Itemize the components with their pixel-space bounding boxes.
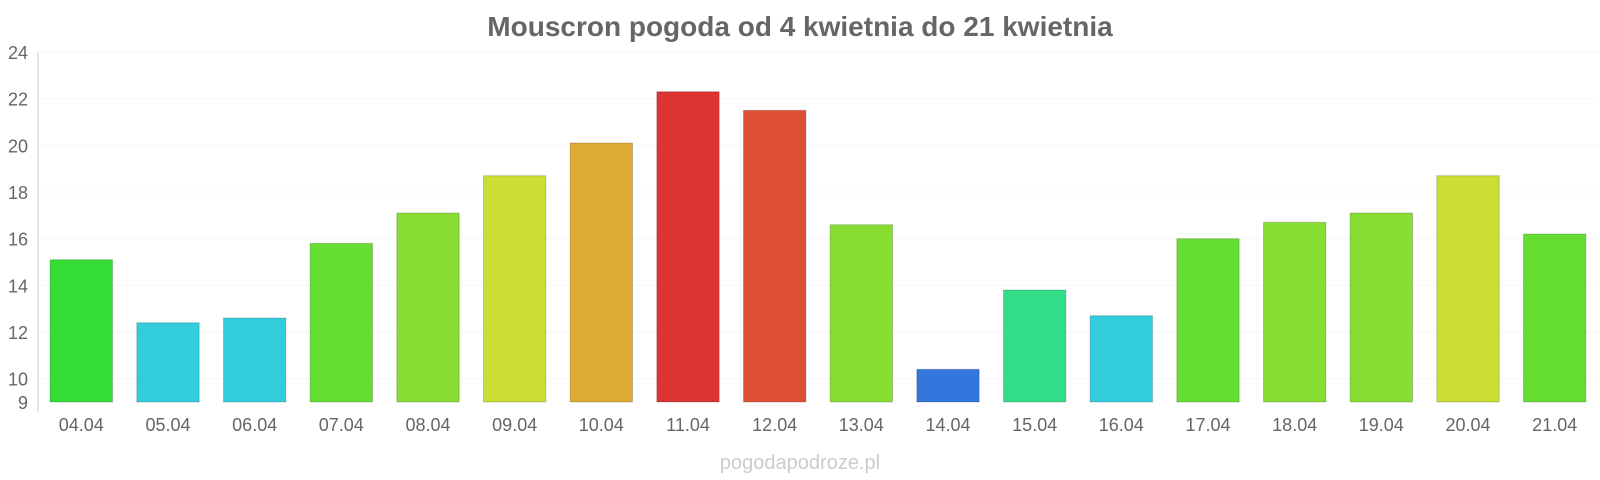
x-tick-label: 21.04: [1532, 415, 1577, 435]
chart-title: Mouscron pogoda od 4 kwietnia do 21 kwie…: [487, 11, 1113, 42]
y-tick-label: 10: [8, 370, 28, 390]
x-axis-tick-labels: 04.04 05.04 06.04 07.04 08.04 09.04 10.04 11.04…: [59, 415, 1577, 435]
x-tick-label: 08.04: [405, 415, 450, 435]
bar-08.04: [396, 212, 460, 403]
x-tick-label: 14.04: [925, 415, 970, 435]
y-tick-label: 16: [8, 230, 28, 250]
y-tick-label: 22: [8, 90, 28, 110]
grid-lines: [38, 51, 1598, 380]
x-tick-label: 19.04: [1359, 415, 1404, 435]
bar-13.04: [829, 224, 893, 403]
bar-21.04: [1523, 233, 1587, 403]
y-tick-label: 24: [8, 43, 28, 63]
y-tick-label: 20: [8, 136, 28, 156]
y-tick-label: 14: [8, 276, 28, 296]
bar-11.04: [656, 91, 720, 403]
bar-16.04: [1089, 315, 1153, 403]
bar-04.04: [49, 259, 113, 403]
bar-07.04: [309, 242, 374, 403]
x-tick-label: 04.04: [59, 415, 104, 435]
x-tick-label: 05.04: [145, 415, 190, 435]
y-axis-tick-labels: 9 10 12 14 16 18 20 22 24: [8, 43, 28, 413]
x-tick-label: 10.04: [579, 415, 624, 435]
bar-15.04: [1003, 289, 1067, 403]
y-tick-label: 12: [8, 323, 28, 343]
x-tick-label: 16.04: [1099, 415, 1144, 435]
x-tick-label: 11.04: [666, 415, 710, 435]
y-tick-label: 18: [8, 183, 28, 203]
x-tick-label: 17.04: [1185, 415, 1230, 435]
bar-19.04: [1349, 212, 1413, 403]
x-tick-label: 18.04: [1272, 415, 1317, 435]
x-tick-label: 20.04: [1445, 415, 1490, 435]
bar-06.04: [223, 317, 287, 403]
x-tick-label: 12.04: [752, 415, 797, 435]
x-tick-label: 13.04: [839, 415, 884, 435]
bar-05.04: [136, 322, 200, 403]
watermark: pogodapodroze.pl: [720, 452, 880, 474]
x-tick-label: 15.04: [1012, 415, 1057, 435]
y-tick-label: 9: [18, 393, 28, 413]
x-tick-label: 09.04: [492, 415, 537, 435]
bar-12.04: [743, 109, 807, 403]
bars: [49, 91, 1587, 403]
x-tick-label: 07.04: [319, 415, 364, 435]
bar-10.04: [569, 142, 633, 403]
x-tick-label: 06.04: [232, 415, 277, 435]
bar-18.04: [1263, 221, 1327, 403]
bar-17.04: [1176, 238, 1240, 403]
bar-20.04: [1436, 175, 1500, 403]
bar-14.04: [916, 368, 980, 403]
bar-09.04: [483, 175, 547, 403]
